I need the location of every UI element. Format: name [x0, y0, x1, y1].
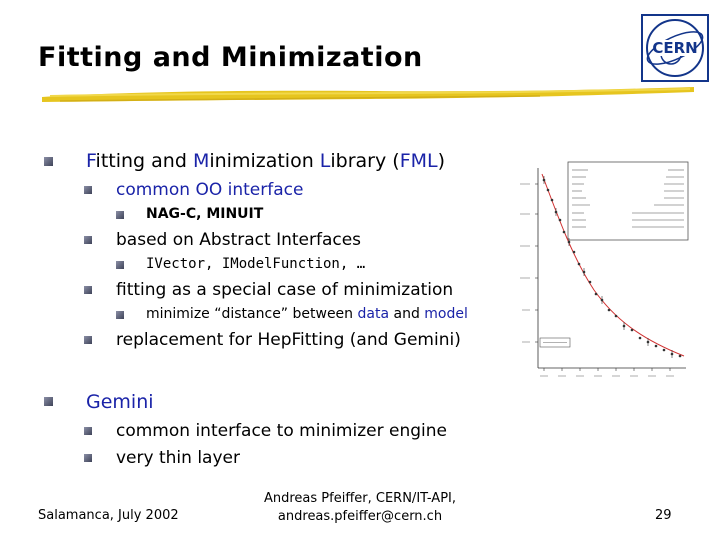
- cern-logo: CERN: [641, 14, 709, 82]
- bullet-icon: [84, 186, 92, 194]
- fml-heading: Fitting and Minimization Library (FML): [86, 150, 445, 172]
- l-rest: ibrary (: [330, 150, 400, 172]
- fml-acronym: FML: [399, 150, 438, 172]
- bullet-gemini: Gemini: [86, 391, 154, 413]
- bullet-icon: [84, 236, 92, 244]
- bullet-ivector: IVector, IModelFunction, …: [146, 256, 366, 272]
- bullet-icon: [116, 311, 124, 319]
- footer-author: Andreas Pfeiffer, CERN/IT-API,: [263, 491, 457, 506]
- slide-title: Fitting and Minimization: [38, 42, 423, 73]
- footer-left: Salamanca, July 2002: [38, 508, 179, 523]
- footer-center: Andreas Pfeiffer, CERN/IT-API, andreas.p…: [250, 490, 470, 526]
- bullet-fitting-special-case: fitting as a special case of minimizatio…: [116, 280, 454, 300]
- minimize-data: data: [357, 306, 390, 322]
- letter-l: L: [319, 150, 331, 172]
- bullet-nag-minuit: NAG-C, MINUIT: [146, 206, 264, 222]
- bullet-icon: [84, 286, 92, 294]
- f-rest: itting and: [95, 150, 193, 172]
- bullet-icon: [44, 157, 53, 166]
- minimize-model: model: [424, 306, 468, 322]
- title-underline-stroke: [42, 87, 694, 102]
- fml-close: ): [437, 150, 446, 172]
- letter-m: M: [192, 150, 210, 172]
- bullet-replacement: replacement for HepFitting (and Gemini): [116, 330, 461, 350]
- bullet-icon: [84, 336, 92, 344]
- bullet-icon: [116, 261, 124, 269]
- bullet-common-minimizer: common interface to minimizer engine: [116, 421, 447, 441]
- bullet-icon: [84, 427, 92, 435]
- bullet-icon: [116, 211, 124, 219]
- minimize-prefix: minimize “distance” between: [146, 306, 358, 322]
- bullet-icon: [84, 454, 92, 462]
- m-rest: inimization: [209, 150, 320, 172]
- page-number: 29: [655, 508, 672, 523]
- footer-email: andreas.pfeiffer@cern.ch: [277, 509, 443, 524]
- bullet-common-oo: common OO interface: [116, 180, 304, 200]
- logo-text: CERN: [652, 39, 697, 57]
- bullet-thin-layer: very thin layer: [116, 448, 240, 468]
- fit-plot-image: [514, 160, 690, 382]
- letter-f: F: [86, 150, 96, 172]
- bullet-minimize-distance: minimize “distance” between data and mod…: [146, 306, 468, 322]
- bullet-abstract-interfaces: based on Abstract Interfaces: [116, 230, 362, 250]
- minimize-and: and: [389, 306, 425, 322]
- bullet-icon: [44, 397, 53, 406]
